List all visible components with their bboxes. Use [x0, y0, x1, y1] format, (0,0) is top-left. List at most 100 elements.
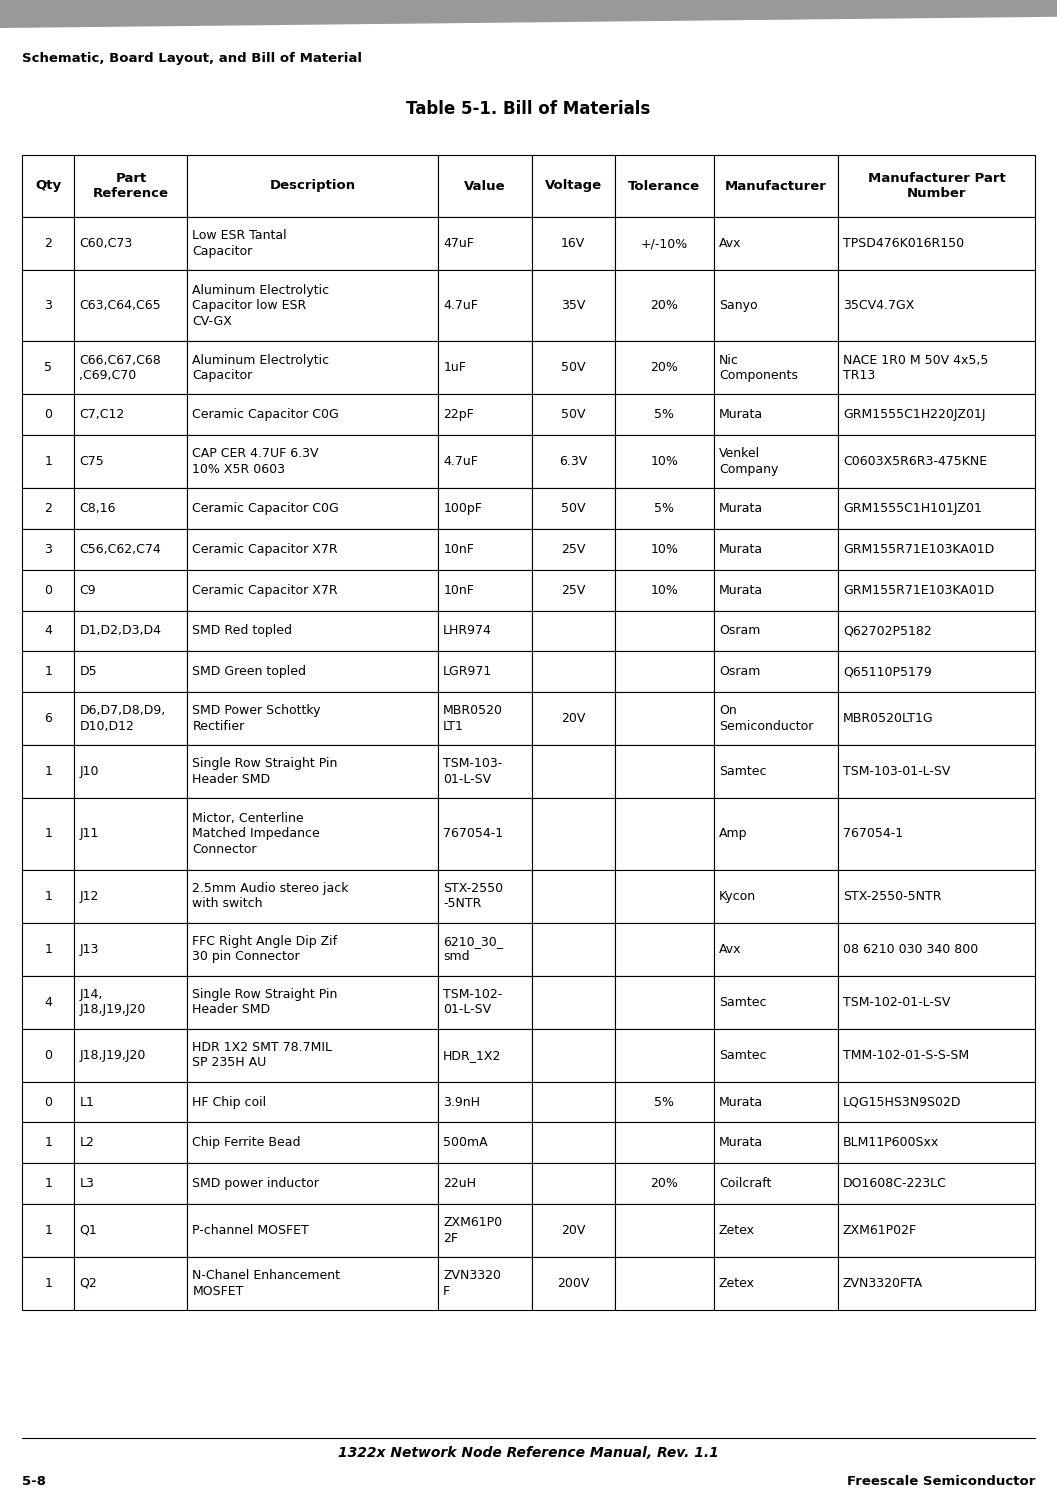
Text: ZVN3320
F: ZVN3320 F	[443, 1269, 501, 1297]
Text: 5%: 5%	[654, 502, 674, 515]
Bar	[22, 651, 74, 693]
Bar	[614, 1163, 713, 1203]
Bar	[439, 799, 532, 869]
Bar	[74, 434, 187, 488]
Bar	[713, 869, 838, 923]
Bar	[713, 799, 838, 869]
Text: Q65110P5179: Q65110P5179	[842, 666, 931, 678]
Text: 767054-1: 767054-1	[443, 827, 503, 841]
Bar	[532, 1203, 614, 1257]
Bar	[187, 155, 439, 216]
Bar	[74, 1123, 187, 1163]
Bar	[614, 1123, 713, 1163]
Bar	[187, 1257, 439, 1309]
Bar	[22, 745, 74, 799]
Text: 25V: 25V	[561, 543, 586, 555]
Text: TMM-102-01-S-S-SM: TMM-102-01-S-S-SM	[842, 1048, 969, 1062]
Bar	[22, 529, 74, 570]
Bar	[614, 434, 713, 488]
Text: TSM-103-
01-L-SV: TSM-103- 01-L-SV	[443, 757, 502, 785]
Text: 1: 1	[44, 890, 52, 903]
Text: 35V: 35V	[561, 299, 586, 312]
Text: Zetex: Zetex	[719, 1277, 755, 1290]
Text: LGR971: LGR971	[443, 666, 493, 678]
Text: +/-10%: +/-10%	[641, 237, 688, 249]
Text: 25V: 25V	[561, 584, 586, 597]
Text: 1322x Network Node Reference Manual, Rev. 1.1: 1322x Network Node Reference Manual, Rev…	[338, 1447, 719, 1460]
Bar	[439, 270, 532, 342]
Bar	[74, 869, 187, 923]
Bar	[74, 342, 187, 394]
Text: 08 6210 030 340 800: 08 6210 030 340 800	[842, 942, 978, 956]
Text: Murata: Murata	[719, 584, 763, 597]
Text: Aluminum Electrolytic
Capacitor low ESR
CV-GX: Aluminum Electrolytic Capacitor low ESR …	[192, 284, 330, 327]
Bar	[614, 570, 713, 611]
Bar	[439, 1257, 532, 1309]
Text: Samtec: Samtec	[719, 764, 766, 778]
Text: STX-2550
-5NTR: STX-2550 -5NTR	[443, 882, 503, 911]
Bar	[838, 1163, 1035, 1203]
Text: Nic
Components: Nic Components	[719, 354, 798, 382]
Text: SMD power inductor: SMD power inductor	[192, 1176, 319, 1190]
Text: J13: J13	[79, 942, 98, 956]
Bar	[74, 611, 187, 651]
Text: Coilcraft: Coilcraft	[719, 1176, 772, 1190]
Bar	[22, 611, 74, 651]
Text: 47uF: 47uF	[443, 237, 475, 249]
Text: STX-2550-5NTR: STX-2550-5NTR	[842, 890, 942, 903]
Bar	[838, 488, 1035, 529]
Text: 3: 3	[44, 543, 52, 555]
Text: J10: J10	[79, 764, 99, 778]
Text: Tolerance: Tolerance	[628, 179, 701, 193]
Text: Q1: Q1	[79, 1224, 97, 1238]
Bar	[187, 270, 439, 342]
Bar	[22, 570, 74, 611]
Bar	[74, 693, 187, 745]
Bar	[838, 693, 1035, 745]
Text: 1: 1	[44, 455, 52, 469]
Bar	[532, 270, 614, 342]
Text: Manufacturer Part
Number: Manufacturer Part Number	[868, 172, 1005, 200]
Bar	[439, 745, 532, 799]
Bar	[614, 869, 713, 923]
Bar	[614, 975, 713, 1029]
Text: Voltage: Voltage	[544, 179, 601, 193]
Bar	[532, 570, 614, 611]
Text: Ceramic Capacitor X7R: Ceramic Capacitor X7R	[192, 584, 338, 597]
Bar	[439, 611, 532, 651]
Bar	[614, 611, 713, 651]
Text: 6210_30_
smd: 6210_30_ smd	[443, 935, 503, 963]
Bar	[532, 975, 614, 1029]
Text: 10%: 10%	[650, 584, 679, 597]
Bar	[713, 570, 838, 611]
Bar	[74, 488, 187, 529]
Bar	[532, 216, 614, 270]
Text: 20%: 20%	[650, 299, 679, 312]
Text: 50V: 50V	[561, 502, 586, 515]
Bar	[439, 488, 532, 529]
Bar	[838, 570, 1035, 611]
Text: TSM-103-01-L-SV: TSM-103-01-L-SV	[842, 764, 950, 778]
Bar	[22, 488, 74, 529]
Text: 0: 0	[44, 1096, 52, 1108]
Text: DO1608C-223LC: DO1608C-223LC	[842, 1176, 947, 1190]
Text: 4: 4	[44, 996, 52, 1009]
Bar	[838, 1257, 1035, 1309]
Text: 6.3V: 6.3V	[559, 455, 588, 469]
Text: Mictor, Centerline
Matched Impedance
Connector: Mictor, Centerline Matched Impedance Con…	[192, 812, 320, 855]
Bar	[74, 975, 187, 1029]
Text: Low ESR Tantal
Capacitor: Low ESR Tantal Capacitor	[192, 230, 288, 258]
Text: Q2: Q2	[79, 1277, 97, 1290]
Bar	[74, 923, 187, 975]
Bar	[532, 693, 614, 745]
Bar	[532, 434, 614, 488]
Text: Amp: Amp	[719, 827, 747, 841]
Text: 2.5mm Audio stereo jack
with switch: 2.5mm Audio stereo jack with switch	[192, 882, 349, 911]
Text: Murata: Murata	[719, 1136, 763, 1150]
Text: Description: Description	[270, 179, 356, 193]
Text: 5%: 5%	[654, 1096, 674, 1108]
Bar	[713, 1203, 838, 1257]
Bar	[439, 1081, 532, 1123]
Bar	[439, 434, 532, 488]
Bar	[22, 434, 74, 488]
